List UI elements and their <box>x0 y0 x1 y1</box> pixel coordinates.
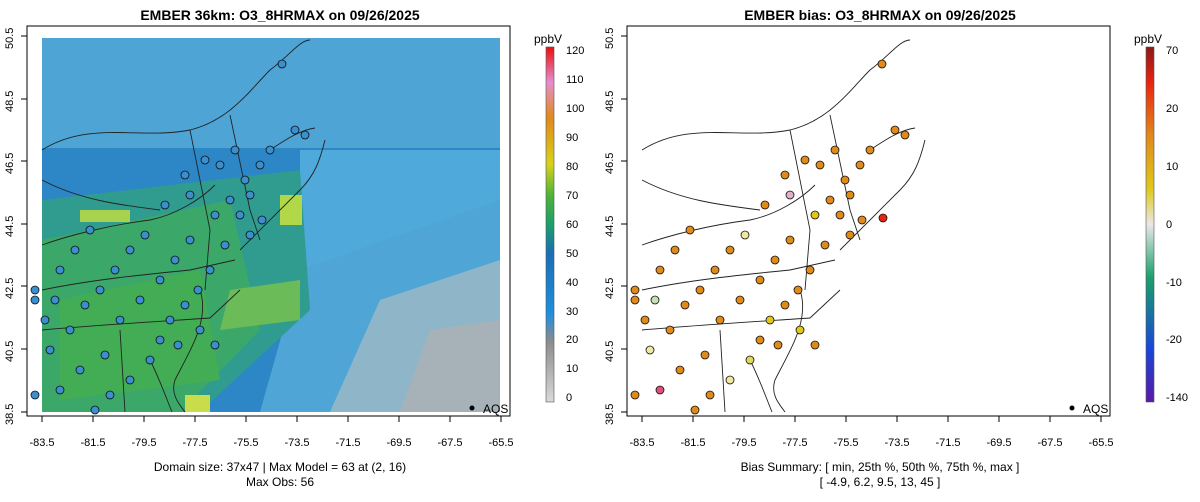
model-map-title: EMBER 36km: O3_8HRMAX on 09/26/2025 <box>140 7 420 23</box>
x-tick-label: -71.5 <box>335 437 361 449</box>
model-footer-maxobs: Max Obs: 56 <box>245 475 315 489</box>
aqs-legend-dot <box>469 405 475 411</box>
model-cb-tick: 120 <box>566 45 585 57</box>
x-tick-label: -83.5 <box>629 437 655 449</box>
x-tick-label: -67.5 <box>437 437 463 449</box>
y-tick-label: 42.5 <box>4 277 16 299</box>
x-tick-label: -73.5 <box>284 437 310 449</box>
y-tick-label: 48.5 <box>4 90 16 112</box>
x-tick-label: -73.5 <box>884 437 910 449</box>
model-map-panel: EMBER 36km: O3_8HRMAX on 09/26/2025 <box>4 7 585 489</box>
model-cb-tick: 70 <box>566 190 579 202</box>
x-tick-label: -67.5 <box>1037 437 1063 449</box>
y-tick-label: 40.5 <box>4 340 16 362</box>
bias-cb-tick: 20 <box>1166 103 1179 115</box>
bias-markers <box>630 59 910 415</box>
bias-cb-tick: 10 <box>1166 161 1179 173</box>
model-map-svg <box>21 25 555 422</box>
bias-axis-ticks <box>621 35 1102 422</box>
model-cb-tick: 100 <box>566 103 585 115</box>
model-cb-tick: 20 <box>566 334 579 346</box>
model-cb-tick: 60 <box>566 219 579 231</box>
y-tick-label: 44.5 <box>604 215 616 237</box>
model-axis-ticks <box>21 35 502 422</box>
y-tick-label: 46.5 <box>4 152 16 174</box>
y-tick-label: 50.5 <box>604 27 616 49</box>
bias-cb-tick: -140 <box>1166 392 1189 404</box>
bias-cb-tick: 70 <box>1166 45 1179 57</box>
y-tick-label: 46.5 <box>604 152 616 174</box>
model-cb-tick: 80 <box>566 161 579 173</box>
bias-map-panel: EMBER bias: O3_8HRMAX on 09/26/2025 <box>600 0 1200 502</box>
bias-map-svg <box>621 25 1155 422</box>
model-cb-tick: 90 <box>566 132 579 144</box>
model-cb-tick: 30 <box>566 306 579 318</box>
x-tick-label: -71.5 <box>935 437 961 449</box>
x-tick-label: -69.5 <box>386 437 412 449</box>
y-tick-label: 50.5 <box>4 27 16 49</box>
x-tick-label: -81.5 <box>80 437 106 449</box>
model-cb-tick: 40 <box>566 277 579 289</box>
bias-cb-tick: -10 <box>1166 277 1182 289</box>
y-tick-label: 48.5 <box>604 90 616 112</box>
y-tick-label: 38.5 <box>604 403 616 425</box>
x-tick-label: -77.5 <box>782 437 808 449</box>
aqs-legend-label: AQS <box>1083 402 1109 416</box>
x-tick-label: -69.5 <box>986 437 1012 449</box>
model-cb-tick: 0 <box>566 392 573 404</box>
x-tick-label: -79.5 <box>131 437 157 449</box>
x-tick-label: -83.5 <box>29 437 55 449</box>
bias-footer-summary-header: Bias Summary: [ min, 25th %, 50th %, 75t… <box>740 460 1020 474</box>
y-tick-label: 40.5 <box>604 340 616 362</box>
x-tick-label: -79.5 <box>731 437 757 449</box>
x-tick-label: -81.5 <box>680 437 706 449</box>
x-tick-label: -65.5 <box>488 437 514 449</box>
model-colorbar-unit: ppbV <box>534 32 563 46</box>
y-tick-label: 44.5 <box>4 215 16 237</box>
aqs-legend-dot <box>1069 405 1075 411</box>
bias-map-title: EMBER bias: O3_8HRMAX on 09/26/2025 <box>744 7 1016 23</box>
y-tick-label: 38.5 <box>4 403 16 425</box>
aqs-observation-markers <box>30 59 310 415</box>
x-tick-label: -77.5 <box>182 437 208 449</box>
model-colorbar <box>545 46 555 403</box>
bias-cb-tick: 0 <box>1166 219 1173 231</box>
x-tick-label: -65.5 <box>1088 437 1114 449</box>
model-concentration-field <box>42 38 500 412</box>
bias-colorbar <box>1145 46 1155 403</box>
x-tick-label: -75.5 <box>233 437 259 449</box>
x-tick-label: -75.5 <box>833 437 859 449</box>
model-footer-domain: Domain size: 37x47 | Max Model = 63 at (… <box>153 460 407 474</box>
bias-cb-tick: -20 <box>1166 334 1182 346</box>
bias-colorbar-unit: ppbV <box>1134 32 1163 46</box>
model-cb-tick: 110 <box>566 74 584 86</box>
bias-footer-summary-values: [ -4.9, 6.2, 9.5, 13, 45 ] <box>819 475 941 489</box>
model-cb-tick: 50 <box>566 248 579 260</box>
model-cb-tick: 10 <box>566 363 579 375</box>
y-tick-label: 42.5 <box>604 277 616 299</box>
aqs-legend-label: AQS <box>483 402 509 416</box>
